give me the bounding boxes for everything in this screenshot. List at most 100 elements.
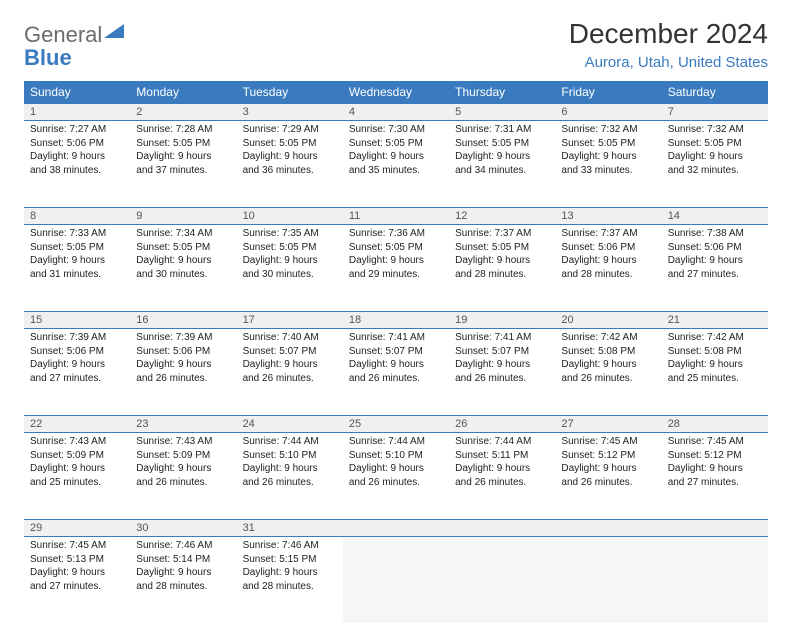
daynum-row: 293031 [24, 520, 768, 537]
day-cell: Sunrise: 7:39 AMSunset: 5:06 PMDaylight:… [24, 329, 130, 416]
day-number-cell: 19 [449, 312, 555, 329]
day-line-ss: Sunset: 5:06 PM [136, 345, 230, 359]
day-number-cell [555, 520, 661, 537]
day-line-d2: and 28 minutes. [561, 268, 655, 282]
day-number-cell: 15 [24, 312, 130, 329]
day-line-ss: Sunset: 5:15 PM [243, 553, 337, 567]
day-line-sr: Sunrise: 7:36 AM [349, 227, 443, 241]
day-line-d1: Daylight: 9 hours [349, 150, 443, 164]
day-line-sr: Sunrise: 7:33 AM [30, 227, 124, 241]
day-cell: Sunrise: 7:34 AMSunset: 5:05 PMDaylight:… [130, 225, 236, 312]
day-line-d1: Daylight: 9 hours [136, 462, 230, 476]
daynum-row: 891011121314 [24, 208, 768, 225]
day-cell-content: Sunrise: 7:44 AMSunset: 5:10 PMDaylight:… [237, 433, 343, 495]
day-line-ss: Sunset: 5:12 PM [561, 449, 655, 463]
daynum-row: 15161718192021 [24, 312, 768, 329]
day-cell: Sunrise: 7:44 AMSunset: 5:10 PMDaylight:… [343, 433, 449, 520]
day-line-sr: Sunrise: 7:29 AM [243, 123, 337, 137]
day-cell: Sunrise: 7:37 AMSunset: 5:05 PMDaylight:… [449, 225, 555, 312]
day-line-d2: and 25 minutes. [668, 372, 762, 386]
day-number-cell: 30 [130, 520, 236, 537]
daynum-row: 22232425262728 [24, 416, 768, 433]
day-cell-content: Sunrise: 7:39 AMSunset: 5:06 PMDaylight:… [24, 329, 130, 391]
day-cell-content: Sunrise: 7:39 AMSunset: 5:06 PMDaylight:… [130, 329, 236, 391]
day-line-sr: Sunrise: 7:28 AM [136, 123, 230, 137]
day-line-d1: Daylight: 9 hours [30, 566, 124, 580]
day-cell-content: Sunrise: 7:43 AMSunset: 5:09 PMDaylight:… [24, 433, 130, 495]
day-line-sr: Sunrise: 7:46 AM [136, 539, 230, 553]
day-number-cell [343, 520, 449, 537]
day-line-sr: Sunrise: 7:45 AM [30, 539, 124, 553]
day-line-d1: Daylight: 9 hours [349, 254, 443, 268]
day-line-d1: Daylight: 9 hours [243, 358, 337, 372]
day-line-ss: Sunset: 5:05 PM [243, 241, 337, 255]
day-cell: Sunrise: 7:32 AMSunset: 5:05 PMDaylight:… [662, 121, 768, 208]
day-line-d2: and 37 minutes. [136, 164, 230, 178]
day-cell: Sunrise: 7:33 AMSunset: 5:05 PMDaylight:… [24, 225, 130, 312]
day-line-d2: and 36 minutes. [243, 164, 337, 178]
day-cell: Sunrise: 7:32 AMSunset: 5:05 PMDaylight:… [555, 121, 661, 208]
day-line-ss: Sunset: 5:11 PM [455, 449, 549, 463]
day-cell: Sunrise: 7:31 AMSunset: 5:05 PMDaylight:… [449, 121, 555, 208]
week-row: Sunrise: 7:27 AMSunset: 5:06 PMDaylight:… [24, 121, 768, 208]
day-line-sr: Sunrise: 7:32 AM [668, 123, 762, 137]
day-line-d1: Daylight: 9 hours [136, 150, 230, 164]
day-line-ss: Sunset: 5:14 PM [136, 553, 230, 567]
day-number-cell: 5 [449, 104, 555, 121]
day-cell-content: Sunrise: 7:44 AMSunset: 5:11 PMDaylight:… [449, 433, 555, 495]
day-cell-content: Sunrise: 7:29 AMSunset: 5:05 PMDaylight:… [237, 121, 343, 183]
day-line-ss: Sunset: 5:08 PM [668, 345, 762, 359]
day-cell-content: Sunrise: 7:32 AMSunset: 5:05 PMDaylight:… [662, 121, 768, 183]
day-number-cell: 23 [130, 416, 236, 433]
day-cell-content: Sunrise: 7:44 AMSunset: 5:10 PMDaylight:… [343, 433, 449, 495]
day-line-ss: Sunset: 5:05 PM [455, 241, 549, 255]
day-cell-content: Sunrise: 7:35 AMSunset: 5:05 PMDaylight:… [237, 225, 343, 287]
day-line-sr: Sunrise: 7:40 AM [243, 331, 337, 345]
day-line-d2: and 30 minutes. [136, 268, 230, 282]
day-line-d2: and 33 minutes. [561, 164, 655, 178]
day-number-cell: 2 [130, 104, 236, 121]
calendar-table: SundayMondayTuesdayWednesdayThursdayFrid… [24, 81, 768, 623]
day-cell-content: Sunrise: 7:38 AMSunset: 5:06 PMDaylight:… [662, 225, 768, 287]
day-number-cell: 22 [24, 416, 130, 433]
day-cell: Sunrise: 7:42 AMSunset: 5:08 PMDaylight:… [662, 329, 768, 416]
day-cell-content: Sunrise: 7:45 AMSunset: 5:12 PMDaylight:… [662, 433, 768, 495]
day-line-ss: Sunset: 5:07 PM [243, 345, 337, 359]
day-line-d1: Daylight: 9 hours [561, 462, 655, 476]
day-cell: Sunrise: 7:44 AMSunset: 5:10 PMDaylight:… [237, 433, 343, 520]
day-cell [662, 537, 768, 624]
day-line-sr: Sunrise: 7:39 AM [30, 331, 124, 345]
day-number-cell: 13 [555, 208, 661, 225]
day-line-sr: Sunrise: 7:42 AM [668, 331, 762, 345]
day-cell-content: Sunrise: 7:36 AMSunset: 5:05 PMDaylight:… [343, 225, 449, 287]
day-cell-content: Sunrise: 7:33 AMSunset: 5:05 PMDaylight:… [24, 225, 130, 287]
day-cell [449, 537, 555, 624]
day-line-sr: Sunrise: 7:46 AM [243, 539, 337, 553]
day-number-cell: 6 [555, 104, 661, 121]
day-number-cell: 4 [343, 104, 449, 121]
day-cell: Sunrise: 7:46 AMSunset: 5:14 PMDaylight:… [130, 537, 236, 624]
day-line-d1: Daylight: 9 hours [561, 254, 655, 268]
day-line-sr: Sunrise: 7:43 AM [136, 435, 230, 449]
day-cell: Sunrise: 7:36 AMSunset: 5:05 PMDaylight:… [343, 225, 449, 312]
day-line-d2: and 26 minutes. [349, 372, 443, 386]
day-line-d2: and 28 minutes. [243, 580, 337, 594]
day-line-ss: Sunset: 5:05 PM [349, 137, 443, 151]
day-line-sr: Sunrise: 7:37 AM [455, 227, 549, 241]
day-line-ss: Sunset: 5:06 PM [30, 345, 124, 359]
day-line-d1: Daylight: 9 hours [136, 254, 230, 268]
day-line-sr: Sunrise: 7:45 AM [668, 435, 762, 449]
day-cell [343, 537, 449, 624]
day-line-ss: Sunset: 5:05 PM [136, 137, 230, 151]
day-cell: Sunrise: 7:37 AMSunset: 5:06 PMDaylight:… [555, 225, 661, 312]
day-line-d2: and 28 minutes. [455, 268, 549, 282]
header: General Blue December 2024 Aurora, Utah,… [24, 18, 768, 71]
day-line-d2: and 26 minutes. [136, 476, 230, 490]
logo-triangle-icon [104, 24, 124, 43]
day-cell: Sunrise: 7:46 AMSunset: 5:15 PMDaylight:… [237, 537, 343, 624]
day-line-sr: Sunrise: 7:41 AM [349, 331, 443, 345]
day-line-d2: and 25 minutes. [30, 476, 124, 490]
day-line-d2: and 26 minutes. [561, 372, 655, 386]
day-number-cell: 20 [555, 312, 661, 329]
day-cell: Sunrise: 7:29 AMSunset: 5:05 PMDaylight:… [237, 121, 343, 208]
